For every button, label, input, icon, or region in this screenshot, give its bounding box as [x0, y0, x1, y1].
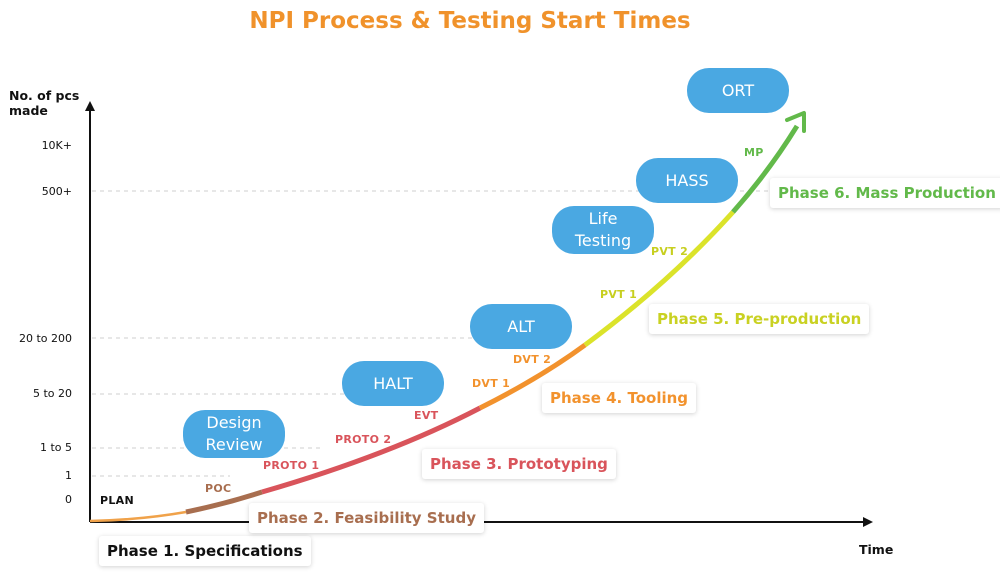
milestone-proto2: PROTO 2 — [335, 433, 392, 446]
curve-phase4 — [478, 342, 587, 411]
y-tick-1: 1 — [65, 469, 72, 482]
milestone-pvt2: PVT 2 — [651, 245, 689, 258]
diagram-title: NPI Process & Testing Start Times — [249, 8, 691, 34]
curve-phase2 — [185, 489, 263, 515]
y-axis-label-line2: made — [9, 103, 48, 118]
y-tick-5-20: 5 to 20 — [32, 387, 72, 400]
test-design-review: Design Review — [183, 410, 285, 458]
test-halt: HALT — [342, 361, 444, 406]
y-tick-0: 0 — [65, 493, 72, 506]
phase-4-label: Phase 4. Tooling — [542, 383, 697, 413]
curve-arrowhead — [785, 111, 806, 133]
milestone-plan: PLAN — [100, 494, 134, 507]
test-ort: ORT — [687, 68, 789, 113]
test-alt: ALT — [470, 304, 572, 349]
curve-phase1 — [89, 510, 187, 523]
milestone-dvt2: DVT 2 — [513, 353, 552, 366]
y-tick-500: 500+ — [41, 185, 72, 198]
milestone-pvt1: PVT 1 — [600, 288, 638, 301]
milestone-mp: MP — [744, 146, 764, 159]
curve-phase3 — [261, 405, 482, 495]
y-axis-label-line1: No. of pcs — [9, 88, 80, 103]
phase-1-label: Phase 1. Specifications — [99, 536, 311, 566]
test-hass: HASS — [636, 158, 738, 203]
y-tick-10k: 10K+ — [41, 139, 72, 152]
milestone-poc: POC — [205, 482, 232, 495]
curve-phase5 — [583, 210, 735, 348]
milestone-evt: EVT — [414, 409, 439, 422]
y-axis-label: No. of pcs made — [9, 88, 99, 118]
curve-phase6 — [731, 124, 800, 214]
phase-2-label: Phase 2. Feasibility Study — [249, 503, 484, 533]
y-tick-20-200: 20 to 200 — [18, 332, 72, 345]
milestone-dvt1: DVT 1 — [472, 377, 511, 390]
y-tick-1-5: 1 to 5 — [39, 441, 72, 454]
phase-6-label: Phase 6. Mass Production — [770, 178, 1000, 208]
milestone-proto1: PROTO 1 — [263, 459, 320, 472]
test-life-testing: Life Testing — [552, 206, 654, 254]
x-axis-label: Time — [859, 542, 894, 557]
phase-3-label: Phase 3. Prototyping — [422, 449, 616, 479]
phase-5-label: Phase 5. Pre-production — [649, 304, 870, 334]
